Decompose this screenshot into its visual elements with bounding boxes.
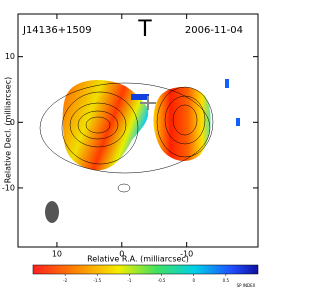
image [39,79,240,223]
source-label: J14136+1509 [22,25,92,36]
x-tick-label: 10 [52,250,62,259]
band-label: T [137,17,152,42]
colorbar-tick-label: -0.5 [158,278,166,283]
colorbar-tick-label: 0 [192,278,195,283]
colorbar-tick-label: -2 [63,278,67,283]
plot-frame [17,13,259,248]
date-label: 2006-11-04 [185,25,243,36]
y-tick-label: 10 [5,52,15,61]
x-axis-label: Relative R.A. (milliarcsec) [87,255,189,264]
colorbar-label: SP INDEX [237,283,256,288]
colorbar-tick-label: -1.5 [93,278,101,283]
chart: J14136+1509 T 2006-11-04 Relative R.A. (… [2,13,259,288]
y-axis-label: Relative Decl. (milliarcsec) [4,77,13,183]
y-tick-label: 0 [10,118,15,127]
x-tick-label: 0 [119,250,124,259]
colorbar-tick-label: -1 [127,278,131,283]
y-tick-label: -10 [2,183,15,192]
x-tick-label: -10 [180,250,193,259]
colorbar-tick-label: 0.5 [223,278,230,283]
colorbar [32,264,259,275]
